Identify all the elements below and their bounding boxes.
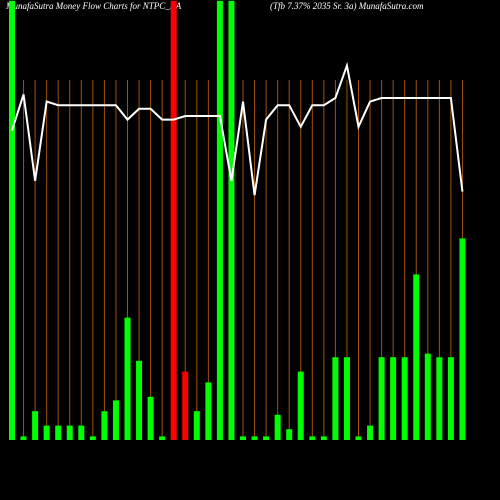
- bar: [332, 357, 339, 440]
- bar: [124, 317, 131, 440]
- bar: [20, 436, 27, 440]
- bar: [136, 360, 143, 440]
- bar: [459, 238, 466, 440]
- bar: [401, 357, 408, 440]
- bar: [447, 357, 454, 440]
- bar: [274, 414, 281, 440]
- bar: [286, 429, 293, 440]
- bar: [193, 411, 200, 440]
- chart-subtitle: (Tfb 7.37% 2035 Sr. 3a) MunafaSutra.com: [270, 1, 424, 11]
- bar: [424, 353, 431, 440]
- bar: [390, 357, 397, 440]
- bar: [240, 436, 246, 440]
- bar: [309, 436, 316, 440]
- bar: [78, 425, 85, 440]
- bar: [320, 436, 327, 440]
- bar: [355, 436, 362, 440]
- bar: [378, 357, 385, 440]
- bar: [101, 411, 108, 440]
- bar: [66, 425, 73, 440]
- bar: [43, 425, 50, 440]
- bar: [228, 0, 235, 441]
- bar: [9, 0, 15, 441]
- bar: [297, 371, 304, 440]
- bar: [343, 357, 350, 440]
- bar: [367, 425, 374, 440]
- bar: [89, 436, 96, 440]
- chart-title: MunafaSutra Money Flow Charts for NTPC_N…: [5, 1, 182, 11]
- bar: [263, 436, 270, 440]
- price-line: [11, 61, 464, 196]
- bar: [413, 274, 420, 440]
- bar: [182, 371, 189, 440]
- bar: [170, 0, 177, 441]
- bar: [216, 0, 223, 441]
- bar: [32, 411, 39, 440]
- bar: [205, 382, 212, 440]
- bar: [436, 357, 443, 440]
- bar: [112, 400, 119, 440]
- bar: [251, 436, 258, 440]
- bar: [159, 436, 166, 440]
- bar: [147, 396, 154, 440]
- bar: [55, 425, 62, 440]
